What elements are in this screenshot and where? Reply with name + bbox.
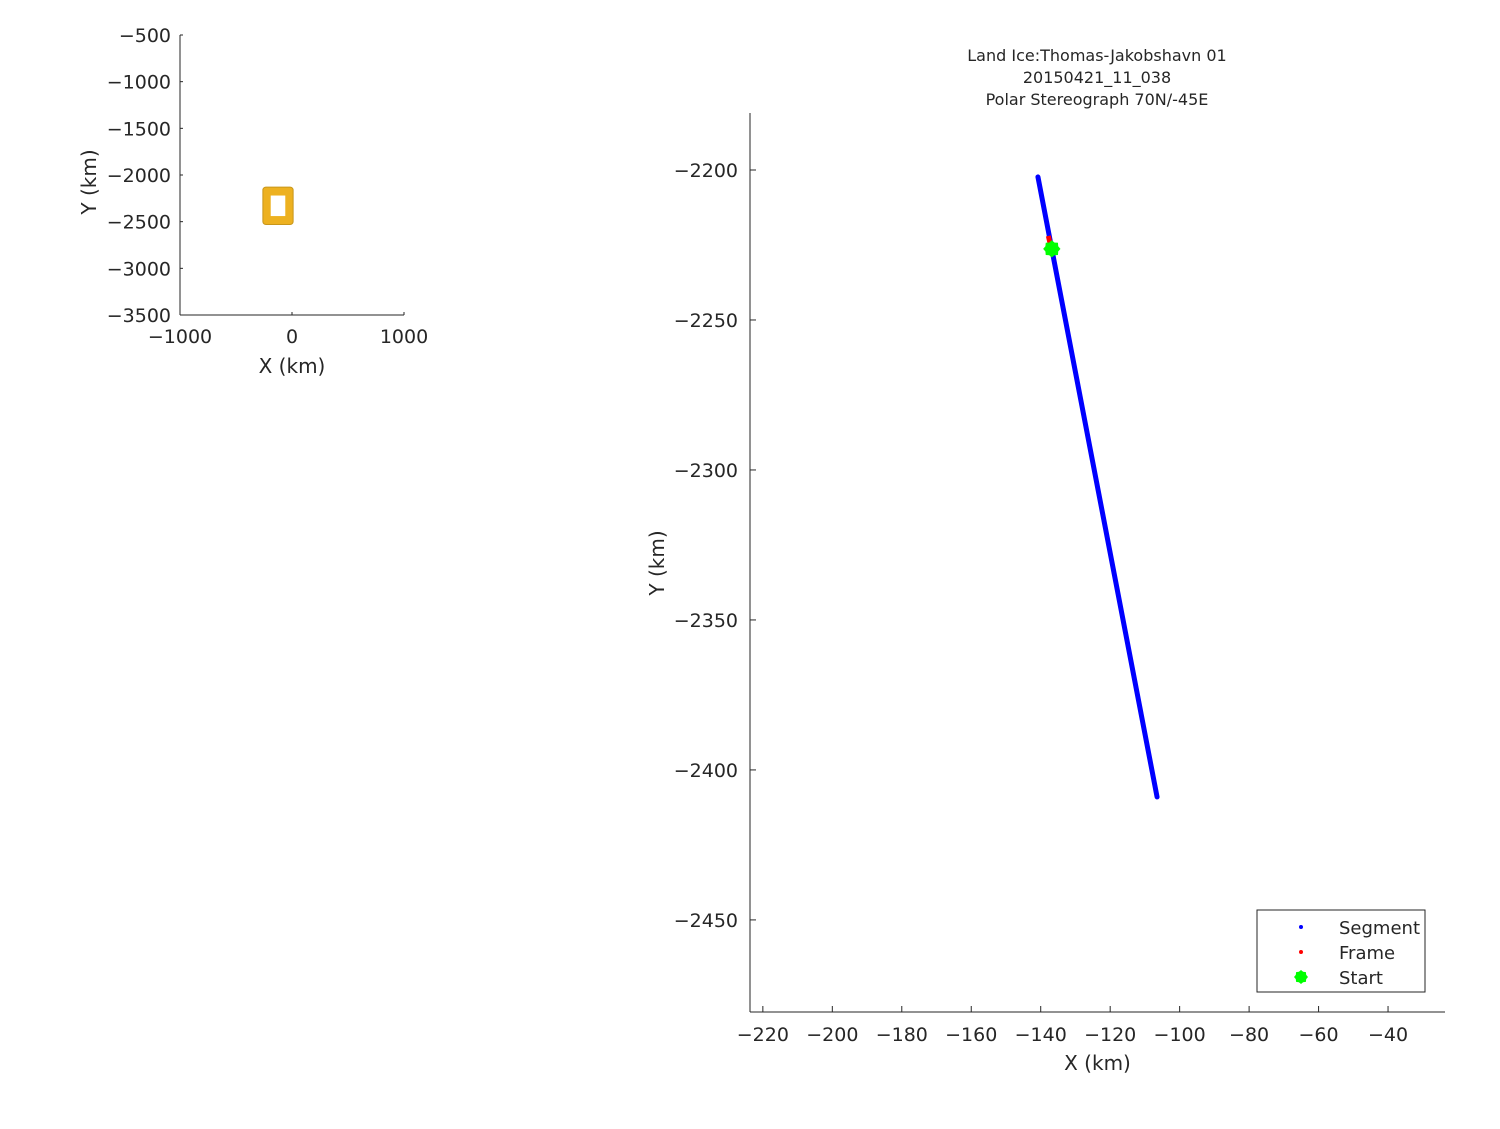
legend-marker-segment xyxy=(1299,925,1303,929)
y-tick-label: −2300 xyxy=(674,460,738,482)
y-tick-label: −3000 xyxy=(107,258,171,280)
x-axis-label: X (km) xyxy=(1064,1051,1131,1075)
y-axis-label: Y (km) xyxy=(77,149,101,215)
legend-label: Start xyxy=(1339,968,1383,989)
x-tick-label: −140 xyxy=(1015,1024,1067,1046)
highlight-box-inner xyxy=(270,195,286,217)
x-tick-label: −120 xyxy=(1084,1024,1136,1046)
legend: Segment Frame Start xyxy=(1256,909,1426,993)
start-marker xyxy=(1043,240,1061,258)
y-tick-label: −2500 xyxy=(107,212,171,234)
chart-title-line: 20150421_11_038 xyxy=(1023,68,1171,88)
y-tick-label: −3500 xyxy=(107,305,171,327)
chart-title-line: Polar Stereograph 70N/-45E xyxy=(986,90,1209,109)
legend-label: Frame xyxy=(1339,943,1395,964)
x-tick-label: −180 xyxy=(876,1024,928,1046)
y-tick-label: −2000 xyxy=(107,165,171,187)
y-tick-label: −2450 xyxy=(674,910,738,932)
x-tick-label: −160 xyxy=(945,1024,997,1046)
x-tick-label: −1000 xyxy=(148,326,212,348)
x-tick-label: −40 xyxy=(1368,1024,1408,1046)
x-tick-label: 0 xyxy=(286,326,298,348)
x-tick-label: −220 xyxy=(737,1024,789,1046)
x-axis-label: X (km) xyxy=(259,354,326,378)
legend-marker-frame xyxy=(1299,950,1303,954)
x-tick-label: −100 xyxy=(1154,1024,1206,1046)
legend-box xyxy=(1256,909,1426,993)
x-tick-label: −200 xyxy=(806,1024,858,1046)
y-tick-label: −1000 xyxy=(107,72,171,94)
legend-label: Segment xyxy=(1339,918,1420,939)
x-tick-label: 1000 xyxy=(380,326,428,348)
y-tick-label: −2200 xyxy=(674,160,738,182)
y-tick-label: −500 xyxy=(119,25,171,47)
chart-title-line: Land Ice:Thomas-Jakobshavn 01 xyxy=(967,46,1226,65)
segment-track xyxy=(1035,174,1160,800)
x-tick-label: −60 xyxy=(1299,1024,1339,1046)
overview-axes: −1000 0 1000 −500 −1000 −1500 −2000 −2500 −3000 −… xyxy=(77,25,428,378)
y-tick-label: −2350 xyxy=(674,610,738,632)
y-tick-label: −1500 xyxy=(107,118,171,140)
main-axes: Land Ice:Thomas-Jakobshavn 01 20150421_11… xyxy=(645,46,1445,1075)
y-axis-label: Y (km) xyxy=(645,530,669,596)
x-tick-label: −80 xyxy=(1229,1024,1269,1046)
y-tick-label: −2400 xyxy=(674,760,738,782)
y-tick-label: −2250 xyxy=(674,310,738,332)
legend-marker-start xyxy=(1294,970,1308,984)
